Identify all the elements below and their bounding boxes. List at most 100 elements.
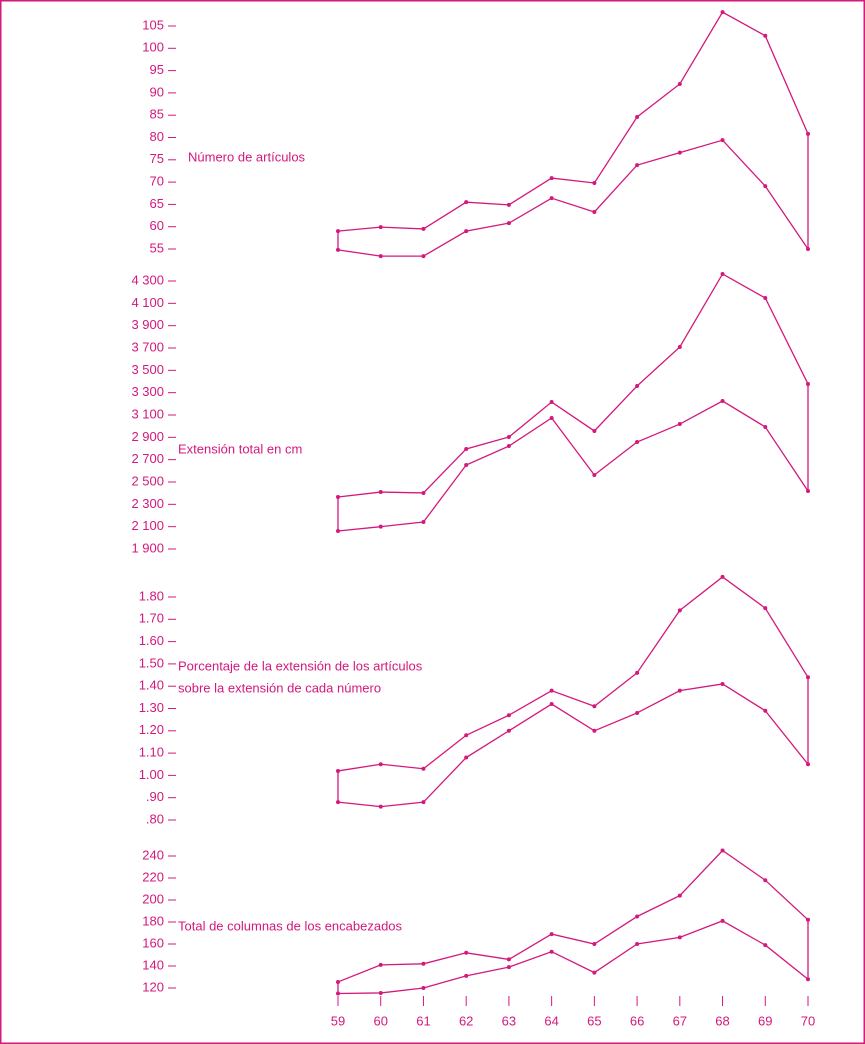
y-tick-label: 3 900 bbox=[131, 317, 164, 332]
y-tick-label: 1.20 bbox=[139, 722, 164, 737]
point bbox=[720, 138, 725, 143]
point bbox=[378, 524, 383, 529]
point bbox=[763, 424, 768, 429]
point bbox=[464, 229, 469, 234]
point bbox=[720, 399, 725, 404]
point bbox=[677, 81, 682, 86]
point bbox=[506, 221, 511, 226]
y-tick-label: 3 500 bbox=[131, 362, 164, 377]
series-line bbox=[337, 139, 809, 257]
point bbox=[421, 766, 426, 771]
y-tick-label: 70 bbox=[150, 174, 164, 189]
x-tick-label: 64 bbox=[544, 1013, 558, 1028]
y-tick-label: 3 700 bbox=[131, 339, 164, 354]
point bbox=[378, 225, 383, 230]
x-tick-label: 65 bbox=[587, 1013, 601, 1028]
y-tick-label: 1.40 bbox=[139, 678, 164, 693]
point bbox=[592, 970, 597, 975]
point bbox=[464, 446, 469, 451]
series-line bbox=[337, 576, 809, 772]
point bbox=[378, 990, 383, 995]
point bbox=[635, 942, 640, 946]
point bbox=[635, 440, 640, 445]
y-tick-label: 240 bbox=[142, 847, 164, 862]
point bbox=[635, 383, 640, 388]
point bbox=[421, 519, 426, 524]
point bbox=[549, 702, 554, 707]
y-tick-label: 1.30 bbox=[139, 700, 164, 715]
x-tick-label: 67 bbox=[673, 1013, 687, 1028]
point bbox=[720, 848, 725, 853]
x-tick-label: 59 bbox=[331, 1013, 345, 1028]
y-tick-label: 100 bbox=[142, 40, 164, 55]
y-tick-label: 1.60 bbox=[139, 633, 164, 648]
point bbox=[464, 973, 469, 978]
point bbox=[421, 254, 426, 259]
x-tick-label: 60 bbox=[373, 1013, 387, 1028]
panel-title: Extensión total en cm bbox=[178, 441, 302, 456]
y-tick-label: 1.80 bbox=[139, 588, 164, 603]
point bbox=[720, 10, 725, 15]
x-tick-label: 68 bbox=[715, 1013, 729, 1028]
y-tick-label: 2 700 bbox=[131, 451, 164, 466]
point bbox=[677, 935, 682, 940]
point bbox=[592, 428, 597, 433]
point bbox=[378, 254, 383, 259]
y-tick-label: 3 100 bbox=[131, 406, 164, 421]
x-tick-label: 63 bbox=[502, 1013, 516, 1028]
point bbox=[677, 422, 682, 427]
point bbox=[592, 728, 597, 733]
y-tick-label: .90 bbox=[146, 789, 164, 804]
y-tick-label: 160 bbox=[142, 935, 164, 950]
y-tick-label: 85 bbox=[150, 107, 164, 122]
panel-title: Porcentaje de la extensión de los artícu… bbox=[178, 658, 423, 673]
x-tick-label: 70 bbox=[801, 1013, 815, 1028]
point bbox=[464, 200, 469, 205]
point bbox=[464, 733, 469, 738]
point bbox=[378, 490, 383, 495]
point bbox=[763, 943, 768, 948]
point bbox=[549, 176, 554, 181]
point bbox=[592, 472, 597, 477]
y-tick-label: 1.70 bbox=[139, 611, 164, 626]
point bbox=[677, 150, 682, 155]
y-tick-label: 1.50 bbox=[139, 655, 164, 670]
point bbox=[635, 114, 640, 119]
point bbox=[635, 163, 640, 168]
point bbox=[464, 950, 469, 955]
y-tick-label: 4 100 bbox=[131, 295, 164, 310]
point bbox=[421, 961, 426, 966]
point bbox=[464, 755, 469, 760]
point bbox=[677, 344, 682, 349]
y-tick-label: 105 bbox=[142, 17, 164, 32]
x-tick-label: 69 bbox=[758, 1013, 772, 1028]
y-tick-label: 220 bbox=[142, 869, 164, 884]
point bbox=[677, 608, 682, 613]
y-tick-label: 2 100 bbox=[131, 518, 164, 533]
point bbox=[635, 710, 640, 715]
point bbox=[763, 878, 768, 883]
y-tick-label: 80 bbox=[150, 129, 164, 144]
point bbox=[506, 728, 511, 733]
series-line bbox=[337, 273, 809, 498]
point bbox=[763, 708, 768, 713]
point bbox=[549, 949, 554, 954]
series-line bbox=[337, 920, 809, 995]
y-tick-label: .80 bbox=[146, 811, 164, 826]
y-tick-label: 1.10 bbox=[139, 745, 164, 760]
x-tick-label: 61 bbox=[416, 1013, 430, 1028]
y-tick-label: 60 bbox=[150, 218, 164, 233]
panel-title: sobre la extensión de cada número bbox=[178, 680, 381, 695]
point bbox=[592, 209, 597, 214]
point bbox=[549, 400, 554, 405]
y-tick-label: 120 bbox=[142, 979, 164, 994]
x-tick-label: 62 bbox=[459, 1013, 473, 1028]
y-tick-label: 200 bbox=[142, 891, 164, 906]
point bbox=[506, 434, 511, 439]
point bbox=[763, 184, 768, 189]
point bbox=[592, 942, 597, 946]
point bbox=[677, 688, 682, 693]
point bbox=[549, 416, 554, 421]
